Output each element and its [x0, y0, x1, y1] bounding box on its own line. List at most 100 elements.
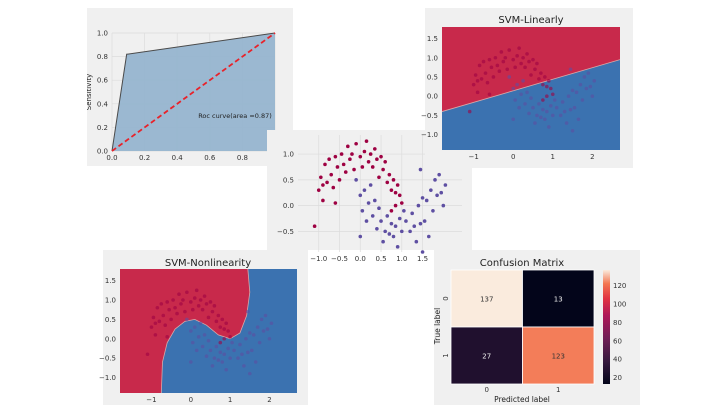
- y-tick-label: −0.5: [99, 355, 116, 363]
- point-class-1: [190, 340, 195, 345]
- point-class-0: [493, 55, 498, 60]
- point-class-1: [543, 117, 547, 122]
- point-class-0: [343, 170, 348, 174]
- point-class-0: [548, 86, 553, 91]
- point-class-0: [333, 154, 338, 159]
- point-class-1: [433, 178, 437, 182]
- point-class-0: [153, 321, 158, 326]
- point-class-0: [473, 73, 478, 77]
- point-class-1: [588, 84, 593, 89]
- point-class-1: [194, 348, 199, 353]
- point-class-1: [240, 352, 244, 357]
- point-class-1: [420, 196, 425, 200]
- point-class-0: [346, 144, 350, 149]
- point-class-1: [228, 356, 232, 360]
- point-class-0: [323, 162, 327, 167]
- y-tick-label: 0.6: [97, 77, 109, 85]
- x-tick-label: 0.8: [237, 154, 248, 162]
- point-class-0: [381, 167, 385, 172]
- point-class-1: [358, 193, 363, 198]
- x-tick-label: −1.0: [310, 255, 327, 263]
- x-tick-label: 0.6: [204, 154, 216, 162]
- point-class-1: [537, 102, 541, 106]
- point-class-1: [389, 221, 394, 226]
- point-class-0: [316, 188, 321, 192]
- point-class-1: [379, 219, 383, 223]
- point-class-0: [175, 311, 179, 316]
- point-class-0: [511, 57, 515, 62]
- confusion-title: Confusion Matrix: [480, 258, 564, 269]
- point-class-0: [539, 71, 543, 75]
- point-class-1: [364, 219, 369, 223]
- point-class-0: [397, 193, 402, 198]
- point-class-1: [412, 224, 417, 229]
- point-class-0: [333, 201, 338, 205]
- point-class-1: [525, 90, 529, 95]
- y-tick-label: 1.0: [97, 30, 108, 38]
- roc-annotation: Roc curve(area =0.87): [198, 112, 272, 120]
- svm-linear-chart: SVM-Linearly −1 0 1 2 −1.0 −0.5 0.0 0.5 1.0 1.5: [421, 8, 633, 168]
- confusion-ylabel: True label: [433, 308, 442, 345]
- point-class-1: [578, 82, 583, 87]
- point-class-1: [429, 188, 433, 192]
- point-class-0: [393, 190, 398, 195]
- point-class-1: [238, 342, 242, 347]
- point-class-0: [497, 69, 502, 74]
- x-tick-label: 0: [189, 396, 193, 404]
- y-tick-label: 1: [442, 353, 450, 357]
- point-class-0: [204, 302, 209, 306]
- point-class-1: [200, 344, 205, 349]
- y-tick-label: 0.0: [283, 202, 294, 210]
- point-class-1: [521, 79, 525, 83]
- point-class-0: [226, 329, 230, 333]
- moons-scatter-chart: −1.0 −0.5 0.0 0.5 1.0 1.5 −0.5 0.0 0.5 1.0: [267, 130, 472, 263]
- point-class-0: [171, 298, 175, 302]
- point-class-1: [570, 128, 575, 133]
- x-tick-label: −0.5: [331, 255, 348, 263]
- point-class-1: [377, 206, 381, 210]
- point-class-0: [479, 77, 484, 81]
- point-class-1: [399, 229, 404, 234]
- point-class-1: [570, 88, 575, 93]
- point-class-1: [564, 121, 569, 125]
- y-tick-label: 0.0: [97, 148, 108, 156]
- point-class-1: [267, 336, 272, 341]
- point-class-1: [354, 178, 358, 182]
- point-class-1: [387, 232, 392, 236]
- y-tick-label: −0.5: [421, 112, 438, 120]
- point-class-0: [489, 65, 494, 70]
- point-class-1: [263, 313, 268, 318]
- point-class-0: [153, 333, 158, 337]
- roc-curve-chart: 0.0 0.2 0.4 0.6 0.8 1.0 0.0 0.2 0.4 0.6 0.8 1.0 Roc…: [87, 8, 293, 166]
- point-class-1: [437, 172, 441, 177]
- point-class-0: [312, 224, 317, 229]
- point-class-1: [560, 100, 565, 104]
- point-class-1: [511, 117, 515, 122]
- confusion-matrix-chart: Confusion Matrix True label Predicted la…: [433, 250, 640, 405]
- point-class-0: [385, 180, 390, 185]
- point-class-1: [548, 103, 553, 108]
- point-class-0: [198, 298, 203, 302]
- point-class-0: [519, 61, 523, 66]
- y-tick-label: 0: [442, 296, 450, 300]
- point-class-0: [208, 300, 213, 304]
- point-class-1: [418, 167, 423, 172]
- point-class-1: [545, 109, 549, 114]
- point-class-1: [535, 113, 539, 118]
- point-class-0: [354, 141, 358, 146]
- point-class-1: [373, 198, 377, 203]
- point-class-0: [513, 65, 517, 70]
- point-class-0: [200, 307, 205, 312]
- point-class-1: [248, 331, 252, 335]
- point-class-1: [360, 208, 365, 213]
- point-class-1: [269, 321, 274, 326]
- x-tick-label: 0: [511, 153, 515, 161]
- point-class-1: [568, 67, 573, 72]
- point-class-0: [165, 335, 169, 339]
- point-class-0: [181, 298, 185, 302]
- point-class-1: [362, 188, 367, 192]
- point-class-0: [185, 290, 189, 295]
- point-class-1: [592, 79, 597, 83]
- point-class-1: [404, 219, 408, 223]
- point-class-0: [218, 340, 223, 345]
